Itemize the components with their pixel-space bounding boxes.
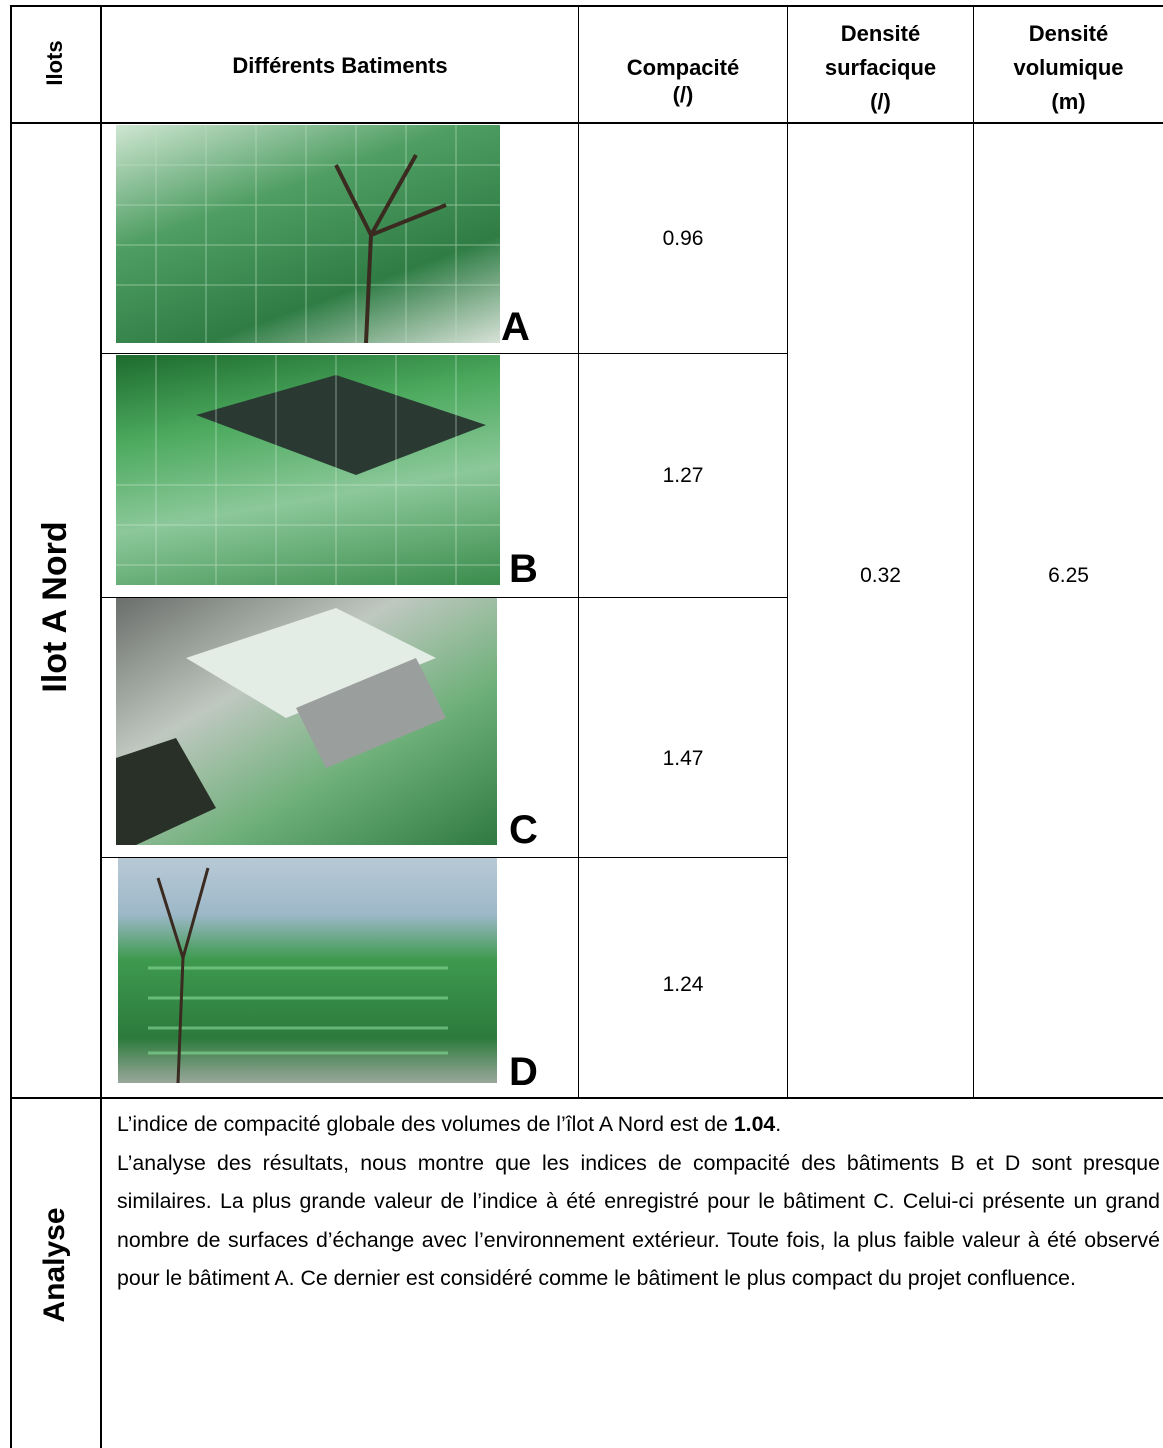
analysis-text: L’indice de compacité globale des volume… xyxy=(117,1105,1160,1298)
compacite-value: 0.96 xyxy=(662,226,704,250)
header-line: surfacique xyxy=(824,55,937,80)
analysis-paragraph: L’analyse des résultats, nous montre que… xyxy=(117,1150,1160,1291)
border xyxy=(100,353,788,354)
building-letter: A xyxy=(501,305,530,349)
border xyxy=(100,597,788,598)
border xyxy=(10,5,1163,7)
analysis-intro: L’indice de compacité globale des volume… xyxy=(117,1105,1160,1144)
header-ilots: Ilots xyxy=(42,40,67,86)
densite-volumique-value: 6.25 xyxy=(1048,563,1089,587)
header-densite-volumique: Densité volumique (m) xyxy=(974,17,1163,119)
photo-detail xyxy=(148,867,448,1083)
header-line: (/) xyxy=(672,82,694,107)
border xyxy=(10,122,1163,124)
header-line: Densité xyxy=(1028,21,1109,46)
header-line: Compacité xyxy=(626,55,740,80)
header-line: Densité xyxy=(840,21,921,46)
border xyxy=(100,5,102,1448)
densite-surfacique-value: 0.32 xyxy=(860,563,901,587)
text: . xyxy=(775,1112,782,1136)
building-letter: C xyxy=(509,808,538,852)
border xyxy=(100,857,788,858)
border xyxy=(973,5,974,1098)
photo-detail xyxy=(116,125,500,343)
group-label: Ilot A Nord xyxy=(36,521,74,693)
photo-detail xyxy=(116,608,446,845)
header-line: volumique xyxy=(1013,55,1124,80)
building-photo xyxy=(118,858,497,1083)
building-letter: B xyxy=(509,547,538,591)
header-line: (/) xyxy=(870,89,891,114)
border xyxy=(10,1097,1163,1099)
header-densite-surfacique: Densité surfacique (/) xyxy=(788,17,973,119)
header-batiments: Différents Batiments xyxy=(232,53,448,78)
photo-detail xyxy=(116,355,500,585)
border xyxy=(10,5,12,1448)
border xyxy=(578,5,579,1098)
compacite-value: 1.24 xyxy=(662,973,704,996)
building-photo xyxy=(116,125,500,343)
compacite-value: 1.27 xyxy=(662,463,704,487)
analysis-label: Analyse xyxy=(38,1207,71,1323)
text: L’indice de compacité globale des volume… xyxy=(117,1112,734,1136)
building-photo xyxy=(116,355,500,585)
header-line: (m) xyxy=(1051,89,1086,114)
header-compacite: Compacité (/) xyxy=(579,54,787,108)
bold-value: 1.04 xyxy=(733,1112,776,1136)
building-photo xyxy=(116,598,497,845)
building-letter: D xyxy=(509,1050,538,1094)
compacite-value: 1.47 xyxy=(662,746,704,770)
border xyxy=(787,5,788,1098)
